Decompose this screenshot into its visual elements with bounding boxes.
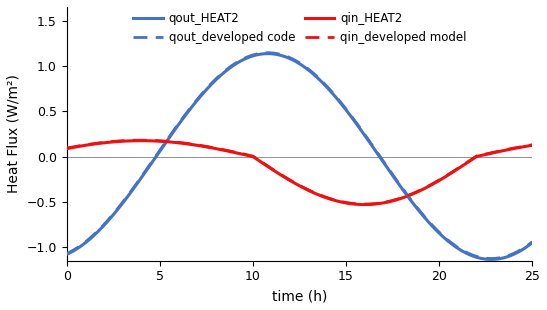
qout_developed code <box>470 253 476 257</box>
qin_developed model <box>361 202 368 206</box>
Y-axis label: Heat Flux (W/m²): Heat Flux (W/m²) <box>7 74 21 193</box>
Line: qin_developed model: qin_developed model <box>67 140 532 204</box>
qin_developed model <box>117 139 123 143</box>
qout_developed code <box>117 204 123 208</box>
qin_HEAT2 <box>242 153 249 157</box>
Line: qin_HEAT2: qin_HEAT2 <box>67 141 532 205</box>
qin_HEAT2 <box>529 144 536 147</box>
qout_developed code <box>529 240 536 244</box>
qin_developed model <box>529 143 536 147</box>
qout_HEAT2 <box>529 241 536 245</box>
qout_HEAT2 <box>117 205 123 209</box>
qin_developed model <box>144 138 151 142</box>
qin_HEAT2 <box>138 139 144 143</box>
qin_HEAT2 <box>520 145 527 149</box>
qin_developed model <box>520 144 527 148</box>
Line: qout_developed code: qout_developed code <box>67 53 532 259</box>
qin_HEAT2 <box>361 203 368 206</box>
qin_HEAT2 <box>262 163 269 167</box>
qout_HEAT2 <box>242 57 248 61</box>
qout_HEAT2 <box>470 254 476 258</box>
qin_developed model <box>63 146 70 150</box>
qout_HEAT2 <box>265 52 271 55</box>
qin_HEAT2 <box>470 157 476 161</box>
qin_developed model <box>470 156 476 160</box>
qin_developed model <box>138 138 144 142</box>
X-axis label: time (h): time (h) <box>272 289 327 303</box>
qout_developed code <box>63 252 70 255</box>
qout_HEAT2 <box>488 258 494 261</box>
qout_HEAT2 <box>520 247 527 251</box>
qin_developed model <box>262 163 269 166</box>
qin_HEAT2 <box>63 147 70 150</box>
qin_HEAT2 <box>144 139 151 143</box>
qout_developed code <box>520 246 527 250</box>
qout_developed code <box>262 51 269 55</box>
qout_developed code <box>265 51 271 55</box>
qout_developed code <box>144 166 151 170</box>
qin_HEAT2 <box>117 140 123 143</box>
qout_HEAT2 <box>144 167 151 171</box>
qout_HEAT2 <box>262 52 269 55</box>
Legend: qout_HEAT2, qout_developed code, qin_HEAT2, qin_developed model: qout_HEAT2, qout_developed code, qin_HEA… <box>129 8 471 49</box>
qout_developed code <box>242 56 248 60</box>
Line: qout_HEAT2: qout_HEAT2 <box>67 54 532 259</box>
qout_HEAT2 <box>63 253 70 256</box>
qout_developed code <box>488 257 494 260</box>
qin_developed model <box>242 153 249 156</box>
